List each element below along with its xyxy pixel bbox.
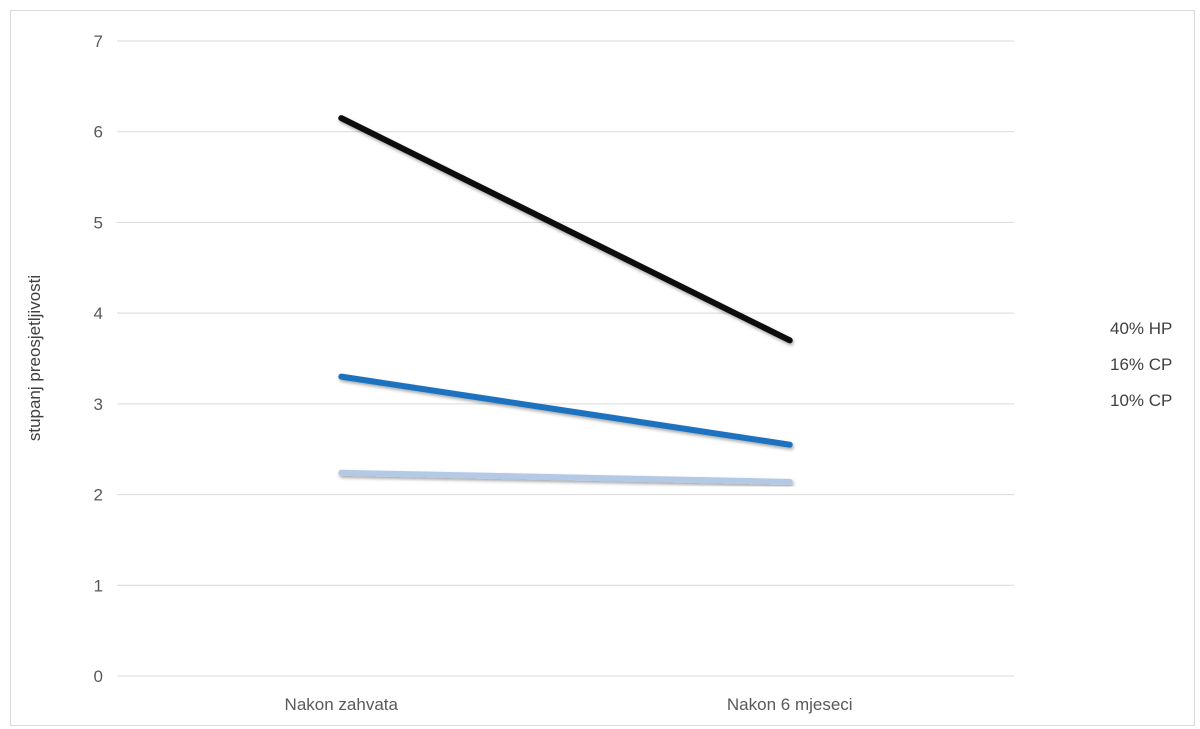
x-tick-label: Nakon 6 mjeseci: [727, 695, 853, 714]
y-tick-label: 7: [94, 32, 103, 51]
legend-label-0: 40% HP: [1110, 319, 1172, 338]
x-tick-label: Nakon zahvata: [285, 695, 399, 714]
chart-frame: [10, 10, 1195, 726]
y-tick-label: 0: [94, 667, 103, 686]
y-tick-label: 5: [94, 213, 103, 232]
legend-label-1: 16% CP: [1110, 355, 1172, 374]
series-line-1: [338, 373, 793, 448]
y-tick-label: 2: [94, 486, 103, 505]
x-axis-ticks: Nakon zahvata Nakon 6 mjeseci: [285, 695, 853, 714]
series-line-2: [338, 469, 793, 485]
legend: 40% HP 16% CP 10% CP: [1053, 319, 1172, 410]
y-tick-label: 4: [94, 304, 103, 323]
y-axis-title: stupanj preosjetljivosti: [25, 275, 44, 441]
y-tick-label: 6: [94, 123, 103, 142]
legend-label-2: 10% CP: [1110, 391, 1172, 410]
y-tick-label: 3: [94, 395, 103, 414]
y-tick-label: 1: [94, 576, 103, 595]
series-line-0: [338, 115, 793, 344]
series-lines: [338, 115, 793, 485]
gridlines: [117, 40, 1014, 677]
y-axis-ticks: 0 1 2 3 4 5 6 7: [94, 32, 103, 686]
